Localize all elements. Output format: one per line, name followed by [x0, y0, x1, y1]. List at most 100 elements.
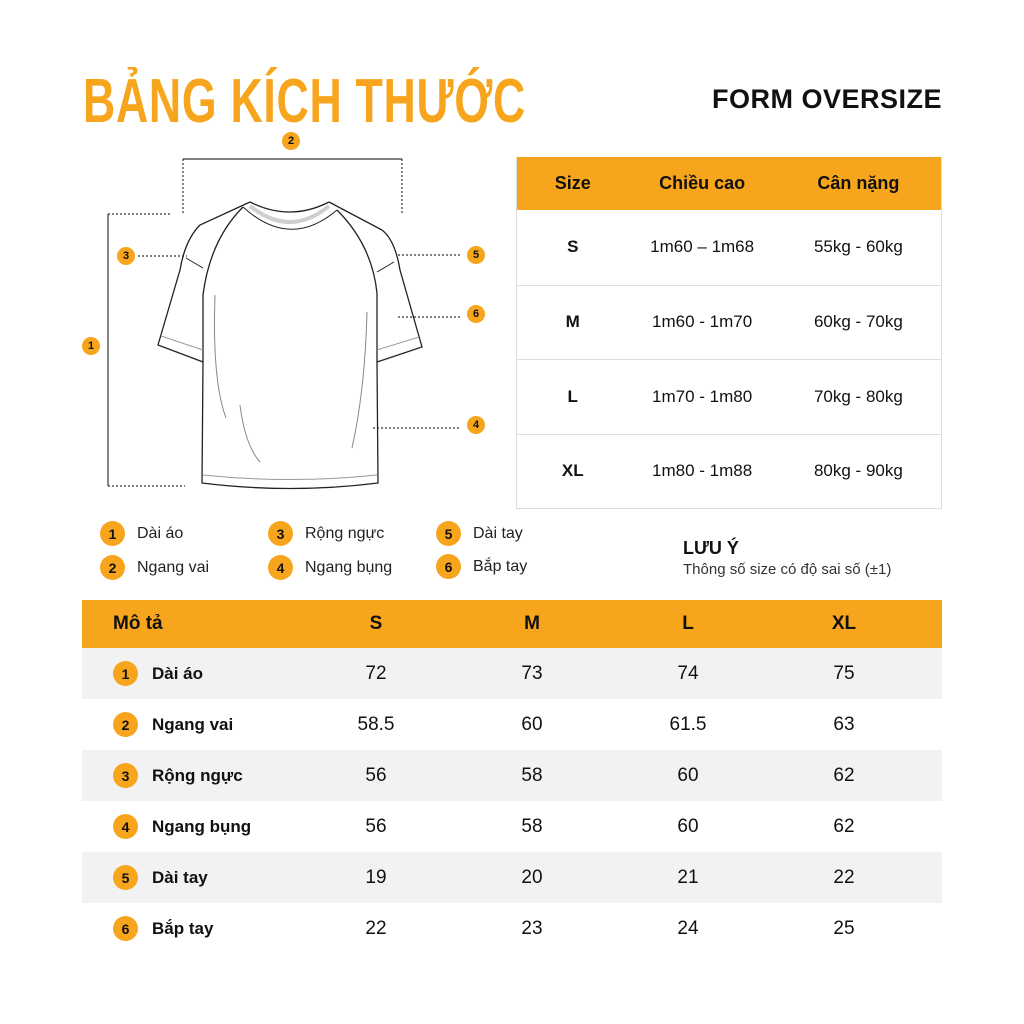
row-label: Dài tay — [152, 867, 208, 887]
table-cell: 73 — [521, 662, 543, 684]
legend-label: Ngang vai — [137, 558, 210, 576]
header-m: M — [524, 613, 540, 634]
table-row: 2 Ngang vai 58.5 60 61.5 63 — [82, 699, 942, 750]
measurement-table-header: Mô tả S M L XL — [82, 600, 942, 648]
legend-label: Ngang bụng — [305, 558, 393, 576]
marker-2: 2 — [282, 132, 300, 150]
tshirt-outline — [157, 201, 423, 490]
marker-1: 1 — [82, 337, 100, 355]
table-cell: 70kg - 80kg — [813, 386, 903, 406]
table-cell: 74 — [677, 662, 699, 684]
table-cell: 19 — [365, 866, 387, 888]
table-cell: 60kg - 70kg — [813, 312, 903, 332]
table-cell: 58 — [521, 815, 543, 837]
table-cell: 63 — [833, 713, 855, 735]
table-row: S 1m60 – 1m68 55kg - 60kg — [517, 210, 941, 285]
row-label-cell: 5 Dài tay — [82, 865, 298, 890]
row-number: 5 — [113, 865, 138, 890]
size-table: Size Chiều cao Cân nặng S 1m60 – 1m68 55kg… — [516, 157, 942, 509]
table-row: M 1m60 - 1m70 60kg - 70kg — [517, 284, 941, 360]
header-l: L — [682, 613, 694, 634]
table-cell: 75 — [833, 662, 855, 684]
legend-item: 3 Rộng ngực — [268, 521, 428, 546]
table-cell: S — [567, 237, 579, 257]
table-cell: 1m70 - 1m80 — [652, 386, 753, 406]
legend-number: 2 — [100, 555, 125, 580]
table-cell: 56 — [365, 764, 387, 786]
row-label: Rộng ngực — [152, 765, 243, 785]
table-cell: 1m60 – 1m68 — [650, 237, 755, 257]
marker-4: 4 — [467, 416, 485, 434]
table-cell: 72 — [365, 662, 387, 684]
row-number: 1 — [113, 661, 138, 686]
row-label: Bắp tay — [152, 918, 214, 938]
legend-label: Dài tay — [473, 524, 523, 542]
measurement-table: Mô tả S M L XL 1 Dài áo 72 73 74 75 2 Ngang vai… — [82, 600, 942, 954]
marker-6: 6 — [467, 305, 485, 323]
legend-number: 3 — [268, 521, 293, 546]
legend-number: 1 — [100, 521, 125, 546]
table-cell: 21 — [677, 866, 699, 888]
header-height: Chiều cao — [659, 173, 746, 193]
header-xl: XL — [831, 613, 857, 634]
table-cell: 62 — [833, 815, 855, 837]
marker-3: 3 — [117, 247, 135, 265]
table-cell: XL — [561, 461, 584, 481]
table-cell: 55kg - 60kg — [813, 237, 903, 257]
row-number: 4 — [113, 814, 138, 839]
table-cell: 60 — [677, 815, 699, 837]
table-cell: 80kg - 90kg — [813, 461, 903, 481]
legend-item: 1 Dài áo — [100, 521, 250, 546]
header-weight: Cân nặng — [817, 173, 900, 193]
size-table-header: Size Chiều cao Cân nặng — [517, 157, 941, 210]
legend-item: 5 Dài tay — [436, 521, 586, 546]
row-number: 6 — [113, 916, 138, 941]
page-title: BẢNG KÍCH THƯỚC — [83, 67, 527, 136]
legend-number: 6 — [436, 554, 461, 579]
marker-5: 5 — [467, 246, 485, 264]
table-cell: 60 — [677, 764, 699, 786]
legend-item: 6 Bắp tay — [436, 554, 586, 579]
table-row: 3 Rộng ngực 56 58 60 62 — [82, 750, 942, 801]
legend-label: Rộng ngực — [305, 524, 385, 542]
table-cell: 22 — [833, 866, 855, 888]
table-row: 5 Dài tay 19 20 21 22 — [82, 852, 942, 903]
header-description: Mô tả — [113, 613, 163, 634]
table-cell: 58.5 — [357, 713, 395, 735]
legend-item: 2 Ngang vai — [100, 555, 250, 580]
row-label: Ngang vai — [152, 714, 234, 734]
table-cell: 1m60 - 1m70 — [652, 312, 753, 332]
table-cell: L — [567, 386, 578, 406]
row-label: Dài áo — [152, 663, 204, 683]
row-label-cell: 4 Ngang bụng — [82, 814, 298, 839]
table-row: XL 1m80 - 1m88 80kg - 90kg — [517, 433, 941, 509]
note-text: Thông số size có độ sai số (±1) — [683, 561, 892, 578]
table-cell: 20 — [521, 866, 543, 888]
table-row: 6 Bắp tay 22 23 24 25 — [82, 903, 942, 954]
table-cell: 62 — [833, 764, 855, 786]
table-cell: M — [565, 312, 580, 332]
legend-number: 5 — [436, 521, 461, 546]
legend-label: Bắp tay — [473, 557, 528, 575]
table-row: 4 Ngang bụng 56 58 60 62 — [82, 801, 942, 852]
row-number: 2 — [113, 712, 138, 737]
row-label-cell: 6 Bắp tay — [82, 916, 298, 941]
table-row: 1 Dài áo 72 73 74 75 — [82, 648, 942, 699]
row-number: 3 — [113, 763, 138, 788]
table-cell: 61.5 — [669, 713, 707, 735]
table-cell: 25 — [833, 917, 855, 939]
legend-item: 4 Ngang bụng — [268, 555, 428, 580]
row-label-cell: 2 Ngang vai — [82, 712, 298, 737]
table-row: L 1m70 - 1m80 70kg - 80kg — [517, 359, 941, 434]
row-label-cell: 1 Dài áo — [82, 661, 298, 686]
row-label: Ngang bụng — [152, 816, 252, 836]
table-cell: 1m80 - 1m88 — [652, 461, 753, 481]
table-cell: 22 — [365, 917, 387, 939]
row-label-cell: 3 Rộng ngực — [82, 763, 298, 788]
note-title: LƯU Ý — [683, 538, 739, 558]
tshirt-diagram — [107, 158, 460, 490]
form-label: FORM OVERSIZE — [711, 84, 942, 114]
table-cell: 58 — [521, 764, 543, 786]
legend-number: 4 — [268, 555, 293, 580]
legend-label: Dài áo — [137, 524, 184, 542]
